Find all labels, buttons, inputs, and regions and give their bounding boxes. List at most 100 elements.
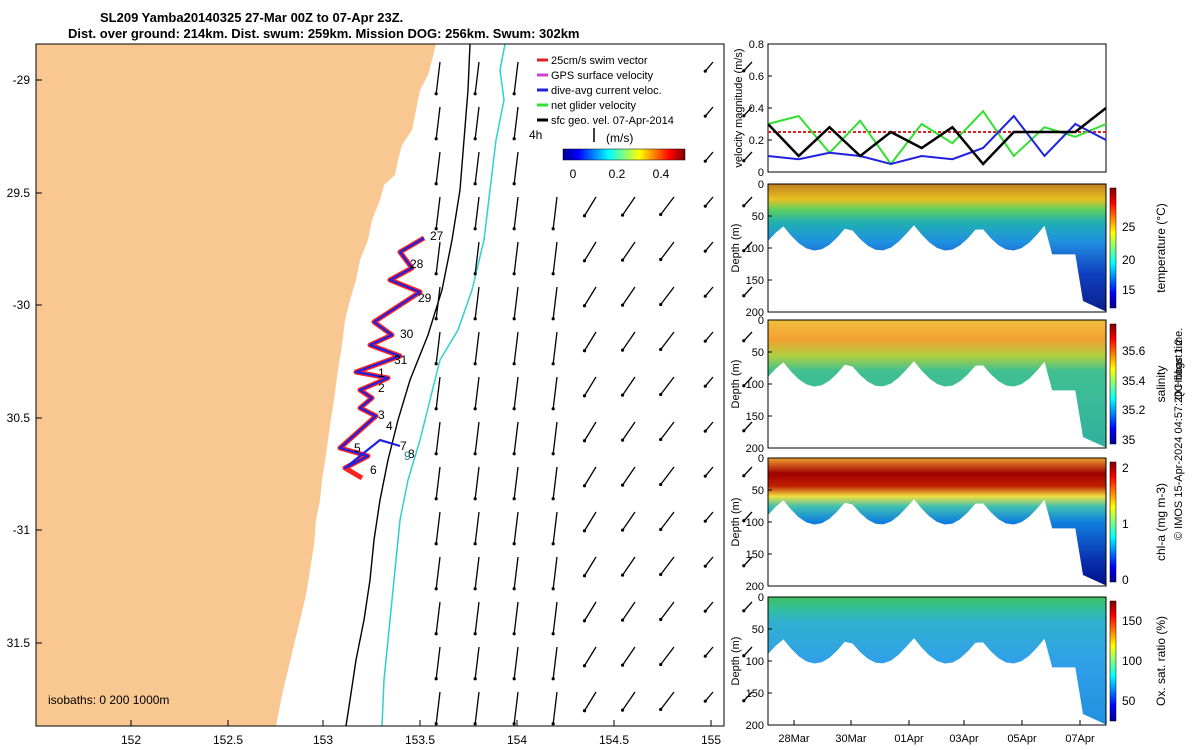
lat-tick-label: 31.5: [7, 636, 31, 650]
depth-tick-label: 0: [758, 453, 764, 465]
velocity-vector-head: [512, 407, 516, 411]
velocity-vector: [743, 466, 753, 477]
velocity-vector: [660, 556, 675, 575]
colorbar-tick-label: 0.2: [609, 167, 626, 181]
velocity-vector: [704, 376, 714, 387]
legend-label: sfc geo. vel. 07-Apr-2014: [551, 115, 674, 127]
colorbar-tick-label: 20: [1122, 253, 1136, 267]
depth-ylabel: Depth (m): [730, 637, 742, 686]
longitude-ticks: 152 152.5 153 153.5 154 154.5 155: [121, 720, 721, 747]
velocity-vector-head: [742, 114, 746, 118]
velocity-vector-head: [703, 249, 707, 253]
section-panel-2: 0 50 100 150 200 Depth (m) 35 35.2 35.4 35.6 salin…: [730, 315, 1168, 455]
velocity-vector-head: [742, 699, 746, 703]
velocity-vector: [513, 376, 519, 409]
isobath-200m: [345, 43, 471, 727]
velocity-vector-head: [620, 438, 625, 442]
lon-tick-label: 154: [507, 733, 527, 747]
velocity-vector: [513, 421, 519, 454]
velocity-vector-head: [434, 272, 438, 276]
velocity-vector: [435, 331, 441, 364]
lon-tick-label: 155: [701, 733, 721, 747]
section-panel-1: 0 50 100 150 200 Depth (m) 15 20 25 temperature (…: [730, 179, 1168, 319]
velocity-vector: [513, 466, 519, 499]
velocity-vector: [583, 601, 597, 622]
velocity-vector-head: [434, 317, 438, 321]
lon-tick-label: 153.5: [405, 733, 435, 747]
velocity-vector: [660, 331, 675, 350]
velocity-vector: [583, 196, 597, 217]
velocity-vector: [743, 61, 753, 72]
colorbar-tick-label: 25: [1122, 220, 1136, 234]
velocity-vector: [513, 511, 519, 544]
velocity-vector: [704, 196, 714, 207]
velocity-vector: [552, 241, 558, 274]
day-label: 28: [410, 257, 424, 271]
colorbar-label: salinity: [1154, 366, 1168, 403]
velocity-vector-head: [512, 362, 516, 366]
velocity-vector: [552, 376, 558, 409]
lon-tick-label: 152.5: [213, 733, 243, 747]
velocity-vector: [583, 511, 597, 532]
colorbar-unit: (m/s): [606, 131, 633, 145]
day-label: 3: [378, 408, 385, 422]
velocity-vector: [622, 466, 636, 486]
velocity-vector: [474, 106, 480, 139]
velocity-vector-head: [551, 677, 555, 681]
velocity-vector-head: [742, 159, 746, 163]
velocity-vector-head: [434, 137, 438, 141]
isobaths-label: isobaths: 0 200 1000m: [48, 693, 169, 707]
velocity-vector-head: [551, 407, 555, 411]
velocity-vector-head: [620, 303, 625, 307]
velocity-vector: [660, 646, 675, 665]
velocity-vector-head: [473, 587, 477, 591]
velocity-vector-head: [434, 182, 438, 186]
velocity-vector: [513, 331, 519, 364]
velocity-vector-head: [620, 348, 625, 352]
velocity-vector: [743, 331, 753, 342]
colorbar-tick-label: 1: [1122, 517, 1129, 531]
velocity-vector: [474, 601, 480, 634]
velocity-vector-head: [703, 339, 707, 343]
velocity-vector: [622, 421, 636, 441]
velocity-vector: [704, 61, 714, 72]
vel-ytick-label: 0.8: [749, 39, 764, 51]
velocity-vector-head: [551, 227, 555, 231]
velocity-vector-head: [582, 394, 587, 398]
velocity-vector-head: [742, 204, 746, 208]
day-label: 5: [354, 441, 361, 455]
velocity-axes: [767, 43, 1107, 173]
vel-ytick-label: 0.2: [749, 135, 764, 147]
velocity-vector: [552, 691, 558, 724]
colorbar-tick-label: 0: [570, 167, 577, 181]
velocity-vector-head: [473, 452, 477, 456]
velocity-vector: [513, 691, 519, 724]
velocity-vector: [513, 151, 519, 184]
depth-tick-label: 50: [752, 485, 764, 497]
lat-tick-label: -31: [13, 523, 31, 537]
section-panel-3: 0 50 100 150 200 Depth (m) 0 1 2 chl-a (mg m-3): [730, 453, 1168, 593]
lat-tick-label: -29: [13, 73, 31, 87]
velocity-vector-head: [703, 564, 707, 568]
velocity-vector-head: [620, 528, 625, 532]
velocity-vector-head: [659, 617, 663, 622]
velocity-vector: [622, 601, 636, 621]
depth-tick-label: 150: [746, 549, 764, 561]
depth-ylabel: Depth (m): [730, 224, 742, 273]
map-land: [36, 44, 436, 726]
velocity-vector: [704, 601, 714, 612]
day-label: 2: [378, 381, 385, 395]
velocity-vector-head: [703, 204, 707, 208]
velocity-vector: [513, 61, 519, 94]
velocity-vector: [743, 421, 753, 432]
colorbar-tick-label: 50: [1122, 694, 1136, 708]
velocity-vector-head: [434, 407, 438, 411]
velocity-vector-head: [551, 497, 555, 501]
velocity-vector-head: [703, 114, 707, 118]
velocity-vector-head: [582, 214, 587, 218]
velocity-vector: [435, 61, 441, 94]
velocity-vector: [583, 466, 597, 487]
day-labels: 27 28 29 30 31 12 34 56 789: [354, 229, 444, 477]
colorbar-tick-label: 35.4: [1122, 374, 1146, 388]
colorbar-label: temperature (°C): [1154, 203, 1168, 293]
